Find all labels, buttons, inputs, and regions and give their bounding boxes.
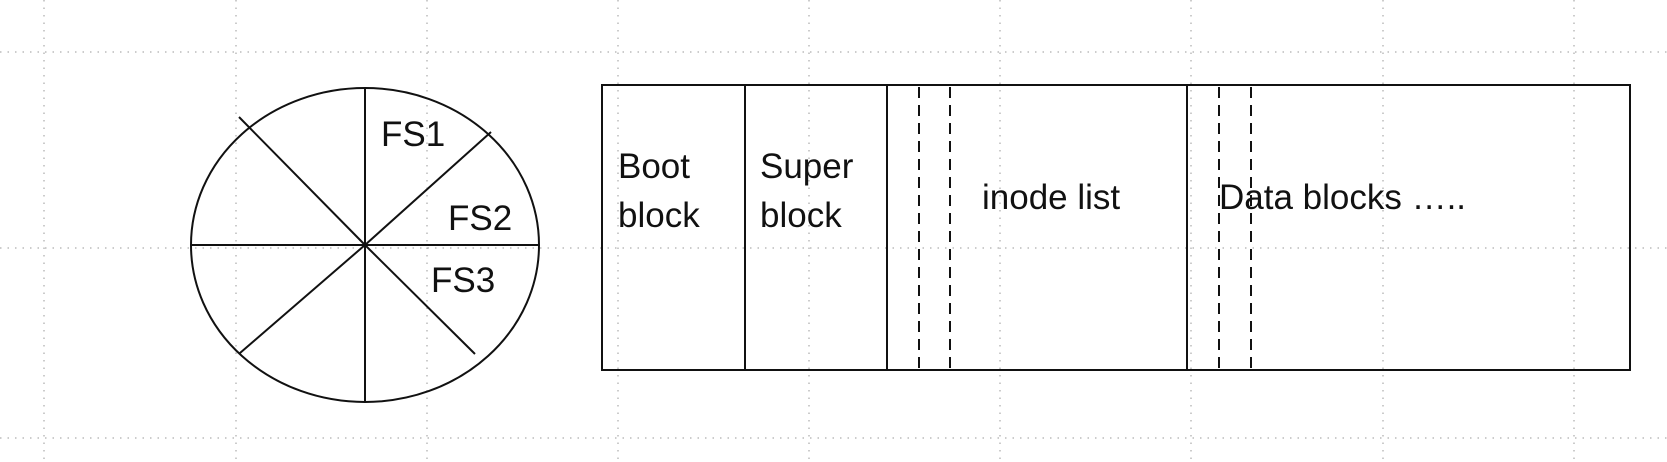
disk-divider-diagonal [238,116,366,246]
disk-divider-diagonal [364,131,492,246]
disk-divider-diagonal [364,244,476,355]
dashed-separators [918,87,1252,368]
fs2-label: FS2 [448,199,512,238]
super-block-label-line1: Super [760,147,854,186]
fs3-label: FS3 [431,261,495,300]
disk-partition-circle [190,87,540,403]
boot-block-label-line1: Boot [618,147,690,186]
data-blocks-label: Data blocks ….. [1219,178,1466,217]
boot-block-label-line2: block [618,196,700,235]
fs1-label: FS1 [381,115,445,154]
layout-outline [601,84,1631,371]
disk-divider-diagonal [239,244,366,354]
super-block-label-line2: block [760,196,842,235]
filesystem-layout [601,84,1631,371]
inode-list-label: inode list [982,178,1120,217]
